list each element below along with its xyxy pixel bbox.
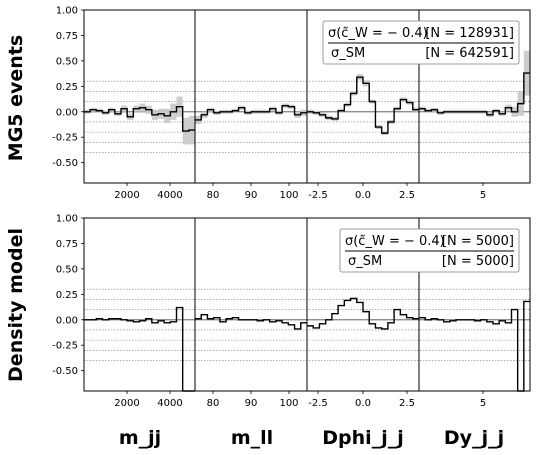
error-band-m_ll (195, 103, 307, 124)
x-tick-label: 80 (207, 398, 220, 409)
x-tick-label: 100 (279, 190, 298, 201)
y-tick-label: 0.25 (56, 290, 78, 301)
x-tick-label: -2.5 (308, 190, 328, 201)
plot-frame (83, 217, 531, 392)
top-panel: 2000 4000 80 90 100 -2.5 0.0 2.5 5 1.00 0.75 0.50 0.… (52, 6, 531, 201)
legend-numerator-count: [N = 5000] (442, 234, 514, 249)
x-tick-label: -2.5 (308, 398, 328, 409)
series-line-m_ll (195, 104, 307, 121)
series-line-m_ll (195, 313, 307, 330)
x-tick-label: 2000 (114, 398, 139, 409)
x-tick-label: 2.5 (399, 398, 415, 409)
bottom-ylabel: Density model (5, 228, 27, 382)
x-tick-label: 0.0 (355, 398, 371, 409)
y-tick-label: 0.50 (56, 56, 78, 67)
x-tick-label: 2.5 (399, 190, 415, 201)
bottom-panel: 2000 4000 80 90 100 -2.5 0.0 2.5 5 1.00 0.75 0.50 0.… (52, 214, 531, 409)
legend-numerator: σ(c̃_W = − 0.4) (328, 26, 428, 41)
variable-label-dy-j-j: Dy_j_j (444, 427, 504, 449)
y-tick-label: 1.00 (56, 214, 78, 225)
x-tick-label: 5 (480, 398, 486, 409)
legend-numerator-count: [N = 128931] (425, 26, 514, 41)
x-tick-label: 0.0 (355, 190, 371, 201)
y-tick-label: -0.25 (52, 133, 78, 144)
x-tick-label: 100 (279, 398, 298, 409)
legend-denominator: σ_SM (348, 254, 382, 269)
legend-denominator: σ_SM (331, 46, 365, 61)
y-tick-label: 0.50 (56, 264, 78, 275)
y-tick-label: 1.00 (56, 6, 78, 17)
plot-frame (83, 9, 531, 184)
x-tick-label: 80 (207, 190, 220, 201)
legend-denominator-count: [N = 642591] (425, 46, 514, 61)
series-line-Dy_j_j (419, 72, 530, 116)
variable-label-m-jj: m_jj (119, 427, 161, 449)
x-tick-label: 4000 (157, 398, 182, 409)
y-tick-label: -0.50 (52, 366, 78, 377)
y-tick-label: 0.00 (56, 315, 78, 326)
variable-label-m-ll: m_ll (231, 427, 273, 449)
variable-label-dphi-j-j: Dphi_j_j (322, 427, 403, 449)
series-line-Dy_j_j (419, 300, 530, 392)
x-tick-label: 2000 (114, 190, 139, 201)
series-line-m_jj (84, 306, 195, 392)
y-tick-label: 0.75 (56, 239, 78, 250)
x-tick-label: 90 (245, 190, 258, 201)
x-tick-label: 90 (245, 398, 258, 409)
error-band-m_jj (84, 96, 195, 145)
y-tick-label: 0.00 (56, 107, 78, 118)
y-tick-label: 0.75 (56, 31, 78, 42)
y-tick-label: -0.50 (52, 158, 78, 169)
top-ylabel: MG5 events (5, 35, 27, 161)
legend-denominator-count: [N = 5000] (442, 254, 514, 269)
y-tick-label: 0.25 (56, 82, 78, 93)
series-line-Dphi_j_j (307, 297, 419, 330)
x-tick-label: 5 (480, 190, 486, 201)
x-tick-label: 4000 (157, 190, 182, 201)
series-line-m_jj (84, 105, 195, 132)
error-band-Dphi_j_j (307, 74, 419, 136)
y-tick-label: -0.25 (52, 341, 78, 352)
legend-numerator: σ(c̃_W = − 0.4) (345, 234, 445, 249)
series-line-Dphi_j_j (307, 76, 419, 134)
